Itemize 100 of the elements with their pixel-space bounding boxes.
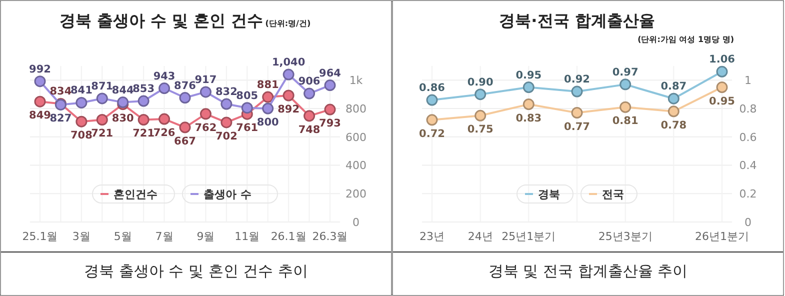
x-tick-label: 26.3월: [312, 230, 348, 243]
point: [96, 114, 108, 126]
point: [571, 107, 583, 119]
x-tick-label: 25년3분기: [598, 230, 652, 243]
data-label: 800: [256, 116, 279, 129]
point: [138, 95, 150, 107]
data-label: 805: [236, 90, 258, 102]
data-label: 0.86: [419, 82, 445, 94]
data-label: 830: [112, 112, 134, 124]
y-tick-label: 0.2: [739, 187, 757, 200]
x-tick-label: 26.1월: [270, 230, 306, 243]
y-tick-label: 0: [744, 216, 752, 229]
data-label: 667: [174, 135, 196, 148]
data-label: 0.77: [564, 120, 590, 133]
data-label: 761: [236, 122, 258, 134]
data-label: 834: [50, 86, 72, 98]
data-label: 0.95: [709, 95, 735, 108]
point: [474, 88, 486, 100]
data-label: 844: [112, 84, 134, 96]
chart-title: 경북 출생아 수 및 혼인 건수: [59, 11, 264, 30]
point: [158, 82, 170, 94]
point: [522, 98, 534, 110]
point: [179, 122, 191, 134]
data-label: 943: [153, 70, 176, 82]
text: 경북 출생아 수 및 혼인 건수 추이: [84, 262, 308, 280]
point: [96, 92, 108, 104]
point: [220, 98, 232, 110]
point: [474, 110, 486, 122]
point: [282, 90, 294, 102]
x-tick-label: 23년: [420, 230, 444, 243]
data-label: 762: [194, 122, 217, 134]
data-label: 1,040: [272, 56, 306, 69]
point: [304, 88, 316, 100]
data-label: 793: [319, 118, 341, 130]
y-tick-label: 1: [744, 74, 752, 88]
point: [200, 108, 212, 120]
x-tick-label: 3월: [72, 230, 90, 243]
y-tick-label: 0.8: [739, 102, 757, 116]
point: [426, 94, 438, 106]
data-label: 871: [91, 80, 114, 92]
legend-label: 경북: [538, 188, 560, 201]
point: [76, 116, 88, 128]
point: [34, 96, 46, 108]
point: [158, 113, 170, 125]
data-label: 0.97: [612, 66, 638, 78]
point: [262, 102, 274, 114]
point: [76, 96, 88, 108]
point: [426, 114, 438, 126]
point: [179, 92, 191, 104]
x-tick-label: 7월: [155, 230, 174, 243]
data-label: 0.87: [660, 80, 687, 93]
x-tick-label: 25.1월: [22, 230, 58, 243]
data-label: 849: [29, 110, 51, 122]
data-label: 841: [70, 84, 92, 97]
point: [200, 86, 212, 98]
y-tick-label: 400: [346, 159, 366, 172]
x-tick-label: 11월: [234, 230, 260, 243]
data-label: 992: [29, 63, 51, 76]
data-label: 721: [91, 128, 114, 140]
x-tick-label: 9월: [196, 230, 215, 243]
y-tick-label: 800: [346, 102, 366, 116]
x-tick-label: 5월: [114, 230, 132, 243]
legend-label: 전국: [602, 188, 624, 201]
point: [620, 78, 632, 90]
point: [716, 66, 728, 78]
y-tick-label: 200: [346, 187, 366, 200]
point: [220, 116, 232, 128]
x-tick-label: 24년: [468, 230, 493, 243]
data-label: 853: [132, 83, 155, 96]
point: [241, 102, 253, 114]
chart-subtitle: (단위:가임 여성 1명당 명): [638, 35, 734, 44]
point: [34, 76, 46, 88]
point: [324, 104, 336, 116]
data-label: 876: [174, 80, 196, 92]
data-label: 0.95: [516, 69, 542, 82]
point: [324, 80, 336, 92]
data-label: 1.06: [709, 54, 735, 66]
y-tick-label: 600: [346, 130, 366, 144]
x-tick-label: 26년1분기: [695, 230, 749, 243]
data-label: 827: [50, 112, 72, 125]
data-label: 748: [298, 124, 320, 136]
data-label: 906: [298, 76, 320, 88]
text: 경북 및 전국 합계출산율 추이: [488, 262, 688, 280]
point: [304, 110, 316, 122]
point: [282, 68, 294, 80]
point: [668, 92, 680, 104]
legend-label: 혼인건수: [114, 188, 158, 201]
data-label: 726: [153, 127, 176, 140]
point: [668, 106, 680, 118]
point: [571, 86, 583, 98]
data-label: 0.92: [564, 74, 590, 86]
point: [138, 114, 150, 126]
point: [262, 91, 274, 103]
y-tick-label: 1k: [349, 74, 364, 88]
data-label: 0.83: [516, 112, 542, 124]
data-label: 708: [70, 130, 92, 142]
data-label: 892: [278, 104, 300, 116]
data-label: 0.81: [612, 115, 638, 128]
data-label: 881: [256, 79, 279, 92]
data-label: 702: [215, 130, 238, 142]
